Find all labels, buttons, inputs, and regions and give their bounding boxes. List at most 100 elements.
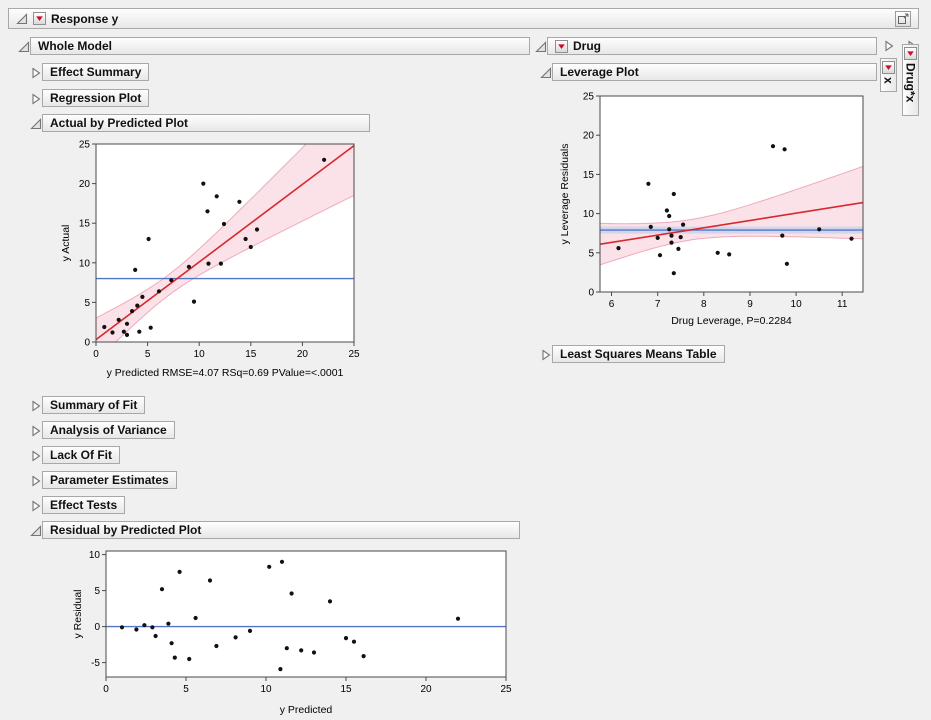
svg-text:10: 10 (194, 349, 206, 360)
lack-of-fit-button[interactable]: Lack Of Fit (42, 446, 121, 464)
svg-text:0: 0 (103, 684, 109, 695)
lack-of-fit-label: Lack Of Fit (50, 448, 113, 462)
disclosure-actual-by-predicted[interactable] (30, 118, 42, 130)
x-section-label: x (881, 77, 896, 84)
parameter-estimates-label: Parameter Estimates (50, 473, 169, 487)
svg-text:y Predicted: y Predicted (280, 704, 333, 716)
residual-by-predicted-label: Residual by Predicted Plot (50, 523, 202, 537)
response-title: Response y (51, 11, 119, 26)
red-triangle-menu-drug[interactable] (555, 39, 568, 53)
svg-text:25: 25 (348, 349, 360, 360)
disclosure-effect-summary[interactable] (30, 67, 42, 79)
svg-text:25: 25 (79, 140, 91, 151)
svg-text:10: 10 (791, 299, 803, 310)
whole-model-label: Whole Model (38, 39, 112, 53)
svg-text:5: 5 (183, 684, 189, 695)
svg-text:5: 5 (94, 586, 100, 597)
drug-label: Drug (573, 39, 601, 53)
red-triangle-icon (907, 51, 914, 56)
leverage-plot-label: Leverage Plot (560, 65, 639, 79)
svg-text:0: 0 (93, 349, 99, 360)
summary-of-fit-button[interactable]: Summary of Fit (42, 396, 146, 414)
svg-text:Drug Leverage, P=0.2284: Drug Leverage, P=0.2284 (671, 315, 792, 327)
disclosure-leverage-plot[interactable] (540, 67, 552, 79)
drug-leverage-chart[interactable]: 6 7 8 9 10 11 0 5 10 15 20 25 Drug Leverage, P=0.228… (555, 88, 875, 340)
disclosure-drug[interactable] (535, 41, 547, 53)
least-squares-means-label: Least Squares Means Table (560, 347, 717, 361)
window-resize-icon[interactable] (895, 10, 911, 27)
leverage-plot-header[interactable]: Leverage Plot (552, 63, 877, 81)
drug-header[interactable]: Drug (547, 37, 877, 55)
svg-text:25: 25 (500, 684, 512, 695)
parameter-estimates-button[interactable]: Parameter Estimates (42, 471, 177, 489)
effect-summary-button[interactable]: Effect Summary (42, 63, 150, 81)
disclosure-least-squares-means[interactable] (540, 349, 552, 361)
disclosure-parameter-estimates[interactable] (30, 475, 42, 487)
collapsed-section-drug-x[interactable]: Drug*x (902, 44, 919, 116)
effect-tests-label: Effect Tests (50, 498, 118, 512)
actual-by-predicted-header[interactable]: Actual by Predicted Plot (42, 114, 370, 132)
collapsed-section-x[interactable]: x (880, 58, 897, 92)
disclosure-summary-of-fit[interactable] (30, 400, 42, 412)
svg-text:5: 5 (588, 248, 594, 259)
disclosure-regression-plot[interactable] (30, 93, 42, 105)
svg-text:15: 15 (340, 684, 352, 695)
svg-text:10: 10 (79, 258, 91, 269)
disclosure-x-section[interactable] (883, 40, 895, 52)
svg-text:y Predicted RMSE=4.07 RSq=0.69: y Predicted RMSE=4.07 RSq=0.69 PValue=<.… (107, 367, 344, 379)
actual-by-predicted-chart[interactable]: 0 5 10 15 20 25 0 5 10 15 20 25 y Predicted RMSE=4.0… (58, 138, 368, 388)
svg-text:y Actual: y Actual (60, 225, 72, 262)
disclosure-whole-model[interactable] (18, 41, 30, 53)
whole-model-header[interactable]: Whole Model (30, 37, 530, 55)
red-triangle-icon (885, 65, 892, 70)
actual-by-predicted-label: Actual by Predicted Plot (50, 116, 189, 130)
svg-text:15: 15 (583, 170, 595, 181)
svg-text:20: 20 (583, 131, 595, 142)
disclosure-lack-of-fit[interactable] (30, 450, 42, 462)
effect-tests-button[interactable]: Effect Tests (42, 496, 126, 514)
svg-text:0: 0 (588, 288, 594, 299)
red-triangle-icon (558, 43, 565, 49)
svg-text:0: 0 (84, 338, 90, 349)
svg-text:20: 20 (79, 179, 91, 190)
disclosure-residual-by-predicted[interactable] (30, 525, 42, 537)
svg-text:6: 6 (609, 299, 615, 310)
svg-text:y Leverage Residuals: y Leverage Residuals (559, 144, 571, 245)
svg-text:8: 8 (701, 299, 707, 310)
svg-text:15: 15 (245, 349, 257, 360)
svg-text:10: 10 (89, 550, 101, 561)
svg-text:20: 20 (297, 349, 309, 360)
svg-text:5: 5 (145, 349, 151, 360)
least-squares-means-button[interactable]: Least Squares Means Table (552, 345, 725, 363)
svg-text:0: 0 (94, 622, 100, 633)
analysis-of-variance-button[interactable]: Analysis of Variance (42, 421, 175, 439)
svg-text:7: 7 (655, 299, 661, 310)
residual-by-predicted-chart[interactable]: 0 5 10 15 20 25 -5 0 5 10 y Predicted y Residual (70, 545, 520, 720)
disclosure-effect-tests[interactable] (30, 500, 42, 512)
red-triangle-menu-x[interactable] (882, 61, 895, 74)
svg-text:15: 15 (79, 219, 91, 230)
svg-text:5: 5 (84, 298, 90, 309)
drug-x-section-label: Drug*x (903, 63, 918, 103)
svg-text:y Residual: y Residual (72, 589, 84, 638)
red-triangle-menu-drug-x[interactable] (904, 47, 917, 60)
red-triangle-menu-response[interactable] (33, 12, 46, 25)
red-triangle-icon (36, 16, 43, 21)
summary-of-fit-label: Summary of Fit (50, 398, 138, 412)
svg-text:10: 10 (260, 684, 272, 695)
svg-text:-5: -5 (91, 658, 100, 669)
disclosure-response-open-icon[interactable] (16, 12, 28, 25)
regression-plot-button[interactable]: Regression Plot (42, 89, 150, 107)
analysis-of-variance-label: Analysis of Variance (50, 423, 167, 437)
effect-summary-label: Effect Summary (50, 65, 142, 79)
regression-plot-label: Regression Plot (50, 91, 142, 105)
svg-text:11: 11 (837, 299, 848, 310)
svg-text:20: 20 (420, 684, 432, 695)
svg-text:10: 10 (583, 209, 595, 220)
disclosure-analysis-of-variance[interactable] (30, 425, 42, 437)
svg-text:25: 25 (583, 92, 595, 103)
response-header-bar[interactable]: Response y (8, 8, 919, 29)
residual-by-predicted-header[interactable]: Residual by Predicted Plot (42, 521, 520, 539)
svg-text:9: 9 (747, 299, 753, 310)
